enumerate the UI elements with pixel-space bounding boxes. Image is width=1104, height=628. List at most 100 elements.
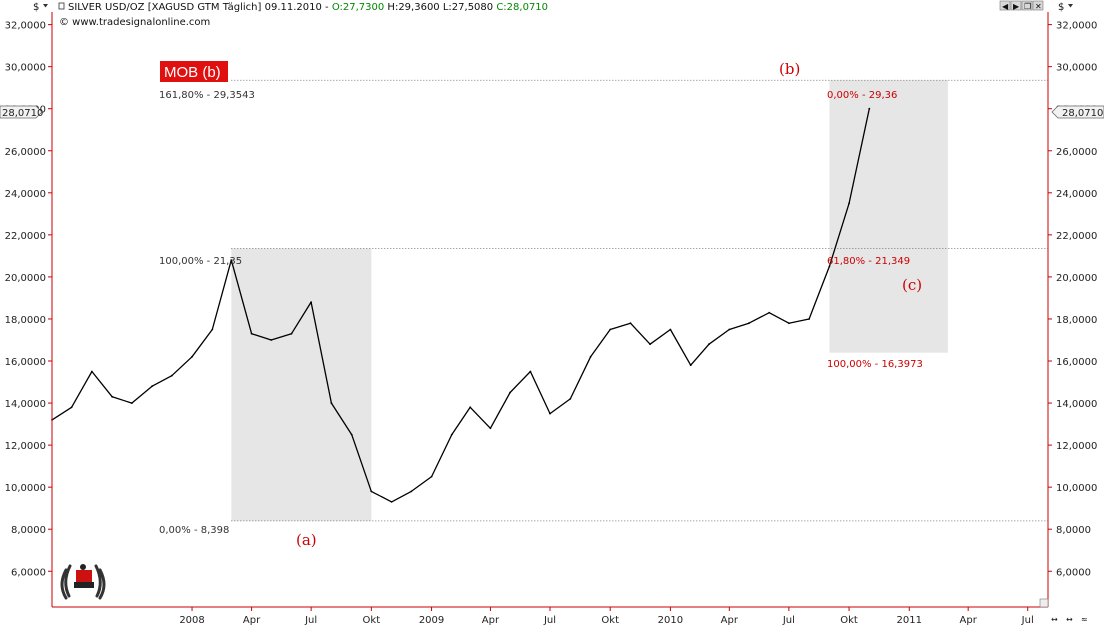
price-point [250,332,253,335]
scroll-expand-icon[interactable]: ↔ [1066,615,1073,624]
x-tick-label: Apr [721,615,739,626]
fib-right-bottom-text: 100,00% - 16,3973 [827,359,923,370]
nav-right-button[interactable] [1010,0,1022,11]
fib-zones [231,80,948,521]
price-point [151,385,154,388]
price-point [509,391,511,394]
copyright-text: © www.tradesignalonline.com [59,17,210,28]
price-series-line [51,108,870,503]
price-point [569,398,572,400]
y-tick-label-right: 12,0000 [1056,441,1097,452]
y-tick-label-right: 8,0000 [1056,525,1091,536]
price-point [211,328,214,331]
price-series-group [51,107,871,503]
chevron-down-icon[interactable] [43,4,48,8]
price-point [868,107,871,110]
y-tick-label-right: 6,0000 [1056,567,1091,578]
restore-button[interactable] [1021,0,1033,11]
high-low-values: H:29,3600 L:27,5080 [384,2,496,13]
currency-right[interactable]: $ [1058,2,1064,13]
mob-label-bg [160,61,228,82]
close-button[interactable] [1032,0,1044,11]
mob-label: MOB (b) [164,64,221,81]
price-point [728,328,731,331]
price-point [748,322,750,325]
price-point [609,328,612,331]
y-tick-label-right: 10,0000 [1056,483,1097,494]
scroll-arrows-icon[interactable]: ↔ [1051,615,1058,624]
y-tick-label-right: 16,0000 [1056,357,1097,368]
close-value: C:28,0710 [496,2,548,13]
y-tick-label-left: 32,0000 [5,21,46,32]
brand-logo [60,564,106,600]
wave-label-a: (a) [296,531,317,549]
price-point [370,490,373,493]
price-point [768,311,771,314]
fib-left-bottom-text: 0,00% - 8,398 [159,525,229,536]
price-point [390,501,393,503]
y-tick-label-left: 12,0000 [5,441,46,452]
y-tick-label-right: 26,0000 [1056,147,1097,158]
x-tick-label: Jul [782,615,795,626]
open-value: O:27,7300 [332,2,384,13]
price-point [450,433,453,436]
chart-title-line: SILVER USD/OZ [XAGUSD GTM Täglich] 09.11… [68,2,548,13]
y-tick-label-left: 8,0000 [11,525,46,536]
logo-head [80,564,86,570]
window-controls: ◀ ▶ ❐ ✕ [999,0,1044,11]
y-tick-label-left: 22,0000 [5,231,46,242]
price-point [330,402,333,404]
price-point [191,355,193,358]
x-tick-label: Jul [543,615,556,626]
y-tick-label-left: 6,0000 [11,567,46,578]
price-point [669,328,672,331]
price-point [91,370,93,373]
y-tick-label-right: 18,0000 [1056,315,1097,326]
x-tick-label: Jul [1021,615,1034,626]
zoom-wave-icon[interactable]: ≈ [1081,615,1088,624]
x-tick-label: Okt [601,615,619,626]
x-tick-label: Apr [960,615,978,626]
price-point [469,406,472,409]
price-point [708,343,710,346]
x-tick-label: Apr [482,615,500,626]
fib-texts: 161,80% - 29,3543 100,00% - 21,35 0,00% … [159,90,923,536]
chart-header: $ $ SILVER USD/OZ [XAGUSD GTM Täglich] 0… [33,2,1073,28]
price-point [230,259,233,261]
price-point [170,374,173,377]
x-tick-label: 2008 [179,615,204,626]
price-point [848,202,850,205]
x-tick-label: 2011 [897,615,922,626]
y-tick-label-left: 14,0000 [5,399,46,410]
y-tick-label-left: 16,0000 [5,357,46,368]
price-point [350,433,353,436]
currency-left[interactable]: $ [33,2,39,13]
price-marker-left [0,105,43,119]
x-tick-label: 2009 [419,615,444,626]
y-tick-label-left: 24,0000 [5,189,46,200]
laurel-icon [60,564,106,600]
chevron-down-icon[interactable] [1068,4,1073,8]
x-tick-label: Okt [840,615,858,626]
price-marker-right [1051,105,1104,119]
fib-right-top-text: 0,00% - 29,36 [827,90,897,101]
price-point [649,343,651,346]
price-point [290,332,293,335]
y-tick-label-left: 20,0000 [5,273,46,284]
y-tick-label-left: 18,0000 [5,315,46,326]
y-tick-label-right: 22,0000 [1056,231,1097,242]
price-point [430,475,433,478]
resize-handle[interactable] [1039,598,1049,608]
y-tick-label-left: 10,0000 [5,483,46,494]
logo-red-block [76,570,92,584]
y-tick-label-left: 30,0000 [5,63,46,74]
price-point [828,265,831,268]
fib-zone-right [829,80,948,353]
x-tick-label: 2010 [658,615,683,626]
x-axis-ticks: 2008 Apr Jul Okt 2009 Apr Jul Okt 2010 Apr Jul Okt 2… [179,607,1034,626]
bottom-controls: ↔ ↔ ≈ [1039,598,1088,624]
nav-left-button[interactable] [999,0,1011,11]
fib-zone-left [231,248,372,521]
mob-label-group: MOB (b) [160,61,228,82]
